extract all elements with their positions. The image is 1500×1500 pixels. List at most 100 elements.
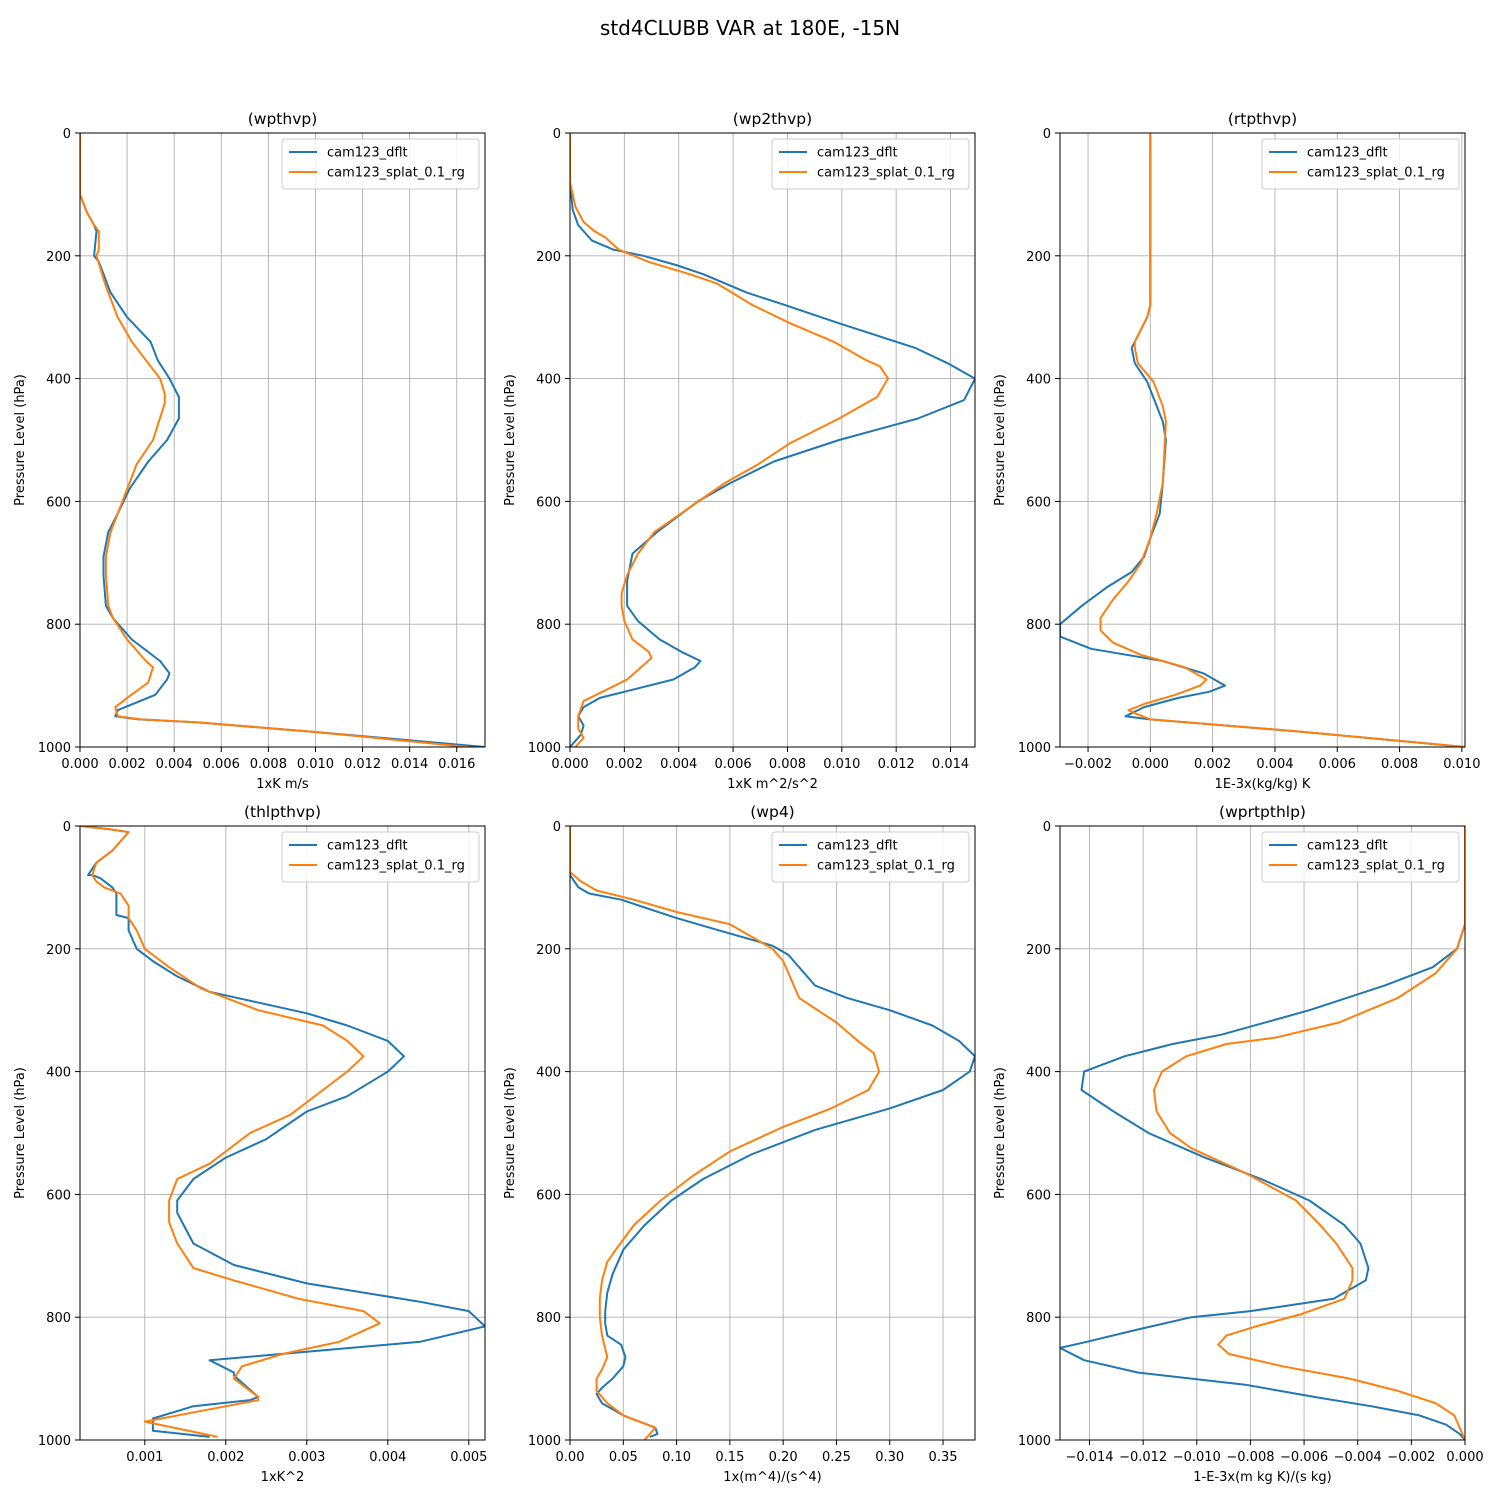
- x-tick-label: 0.005: [450, 1450, 487, 1465]
- x-tick-label: 0.004: [1256, 757, 1293, 772]
- legend-entry-0: cam123_dflt: [1307, 839, 1388, 854]
- x-tick-label: 0.010: [297, 757, 334, 772]
- y-tick-label: 800: [1026, 618, 1051, 633]
- x-tick-label: 0.30: [875, 1450, 904, 1465]
- y-tick-label: 200: [536, 250, 561, 265]
- x-tick-label: 0.006: [1319, 757, 1356, 772]
- legend-entry-1: cam123_splat_0.1_rg: [817, 859, 955, 874]
- x-tick-label: 0.004: [660, 757, 697, 772]
- y-tick-label: 400: [46, 373, 71, 388]
- plot-frame: [79, 825, 486, 1441]
- x-tick-label: 0.35: [929, 1450, 958, 1465]
- series-line-0: [80, 826, 485, 1438]
- plot-frame: [1059, 132, 1466, 748]
- y-tick-label: 600: [536, 495, 561, 510]
- y-tick-label: 800: [46, 1311, 71, 1326]
- legend-entry-1: cam123_splat_0.1_rg: [1307, 166, 1445, 181]
- y-tick-label: 1000: [528, 1434, 561, 1449]
- x-tick-label: −0.014: [1065, 1450, 1113, 1465]
- y-tick-label: 600: [1026, 1188, 1051, 1203]
- legend-entry-0: cam123_dflt: [817, 839, 898, 854]
- y-tick-label: 400: [536, 1066, 561, 1081]
- y-tick-label: 200: [46, 943, 71, 958]
- x-tick-label: 0.05: [609, 1450, 638, 1465]
- y-axis-label: Pressure Level (hPa): [13, 1067, 28, 1199]
- legend: cam123_dflt cam123_splat_0.1_rg: [771, 138, 970, 190]
- y-tick-label: 0: [553, 820, 561, 835]
- x-axis-label: 1-E-3x(m kg K)/(s kg): [1193, 1470, 1331, 1485]
- y-axis-label: Pressure Level (hPa): [993, 1067, 1008, 1199]
- x-tick-label: 0.20: [769, 1450, 798, 1465]
- y-tick-label: 1000: [528, 741, 561, 756]
- panel-title: (rtpthvp): [1228, 110, 1297, 128]
- y-tick-label: 1000: [38, 741, 71, 756]
- x-tick-label: 0.002: [1194, 757, 1231, 772]
- x-axis-label: 1x(m^4)/(s^4): [723, 1470, 821, 1485]
- series-line-1: [80, 826, 381, 1438]
- y-axis-label: Pressure Level (hPa): [503, 374, 518, 506]
- legend: cam123_dflt cam123_splat_0.1_rg: [281, 831, 480, 883]
- series-line-0: [570, 133, 975, 747]
- x-tick-label: 0.25: [822, 1450, 851, 1465]
- x-tick-label: −0.004: [1334, 1450, 1382, 1465]
- x-tick-label: 0.001: [126, 1450, 163, 1465]
- y-axis-label: Pressure Level (hPa): [503, 1067, 518, 1199]
- figure-title: std4CLUBB VAR at 180E, -15N: [599, 16, 901, 40]
- x-tick-label: −0.008: [1226, 1450, 1274, 1465]
- x-tick-label: 0.000: [1446, 1450, 1483, 1465]
- x-tick-label: 0.002: [207, 1450, 244, 1465]
- panel-title: (wprtpthlp): [1219, 803, 1306, 821]
- y-tick-label: 200: [1026, 250, 1051, 265]
- legend-box: [281, 831, 480, 883]
- y-tick-label: 200: [1026, 943, 1051, 958]
- y-tick-label: 600: [1026, 495, 1051, 510]
- x-tick-label: 0.002: [606, 757, 643, 772]
- series-line-1: [570, 826, 881, 1440]
- panel-wprtpthlp: −0.014 −0.012 −0.010 −0.008 −0.006 −0.004 −0.0…: [993, 803, 1484, 1485]
- y-tick-label: 0: [63, 127, 71, 142]
- legend-box: [771, 138, 970, 190]
- y-tick-label: 0: [553, 127, 561, 142]
- panel-title: (wpthvp): [248, 110, 318, 128]
- x-tick-label: 0.10: [662, 1450, 691, 1465]
- x-tick-label: −0.002: [1387, 1450, 1435, 1465]
- x-tick-label: 0.003: [288, 1450, 325, 1465]
- legend-box: [1261, 831, 1460, 883]
- y-axis-label: Pressure Level (hPa): [993, 374, 1008, 506]
- legend-entry-1: cam123_splat_0.1_rg: [1307, 859, 1445, 874]
- series-line-0: [1060, 826, 1465, 1440]
- x-tick-label: 0.004: [156, 757, 193, 772]
- legend-entry-1: cam123_splat_0.1_rg: [327, 166, 465, 181]
- plot-frame: [569, 132, 976, 748]
- y-tick-label: 600: [536, 1188, 561, 1203]
- panel-wp2thvp: 0.000 0.002 0.004 0.006 0.008 0.010 0.012 0.014…: [503, 110, 976, 792]
- x-tick-label: −0.006: [1280, 1450, 1328, 1465]
- y-axis-label: Pressure Level (hPa): [13, 374, 28, 506]
- y-tick-label: 200: [536, 943, 561, 958]
- panel-thlpthvp: 0.001 0.002 0.003 0.004 0.005 0 200 400 600 800 10…: [13, 803, 487, 1485]
- x-tick-label: 0.15: [715, 1450, 744, 1465]
- legend-box: [771, 831, 970, 883]
- y-tick-label: 1000: [1018, 1434, 1051, 1449]
- x-axis-label: 1xK m^2/s^2: [727, 777, 818, 792]
- x-tick-label: 0.004: [369, 1450, 406, 1465]
- y-tick-label: 400: [536, 373, 561, 388]
- panel-title: (thlpthvp): [244, 803, 321, 821]
- x-axis-label: 1xK^2: [261, 1470, 305, 1485]
- y-tick-label: 800: [1026, 1311, 1051, 1326]
- x-tick-label: 0.008: [769, 757, 806, 772]
- panel-title: (wp4): [750, 803, 794, 821]
- y-tick-label: 1000: [1018, 741, 1051, 756]
- legend-entry-0: cam123_dflt: [817, 146, 898, 161]
- x-tick-label: −0.012: [1119, 1450, 1167, 1465]
- y-tick-label: 400: [1026, 1066, 1051, 1081]
- y-tick-label: 0: [63, 820, 71, 835]
- y-tick-label: 0: [1043, 820, 1051, 835]
- panel-title: (wp2thvp): [733, 110, 812, 128]
- x-tick-label: 0.000: [1132, 757, 1169, 772]
- x-tick-label: −0.002: [1064, 757, 1112, 772]
- y-tick-label: 400: [46, 1066, 71, 1081]
- legend-entry-0: cam123_dflt: [327, 839, 408, 854]
- series-line-0: [1060, 133, 1465, 747]
- x-tick-label: 0.006: [203, 757, 240, 772]
